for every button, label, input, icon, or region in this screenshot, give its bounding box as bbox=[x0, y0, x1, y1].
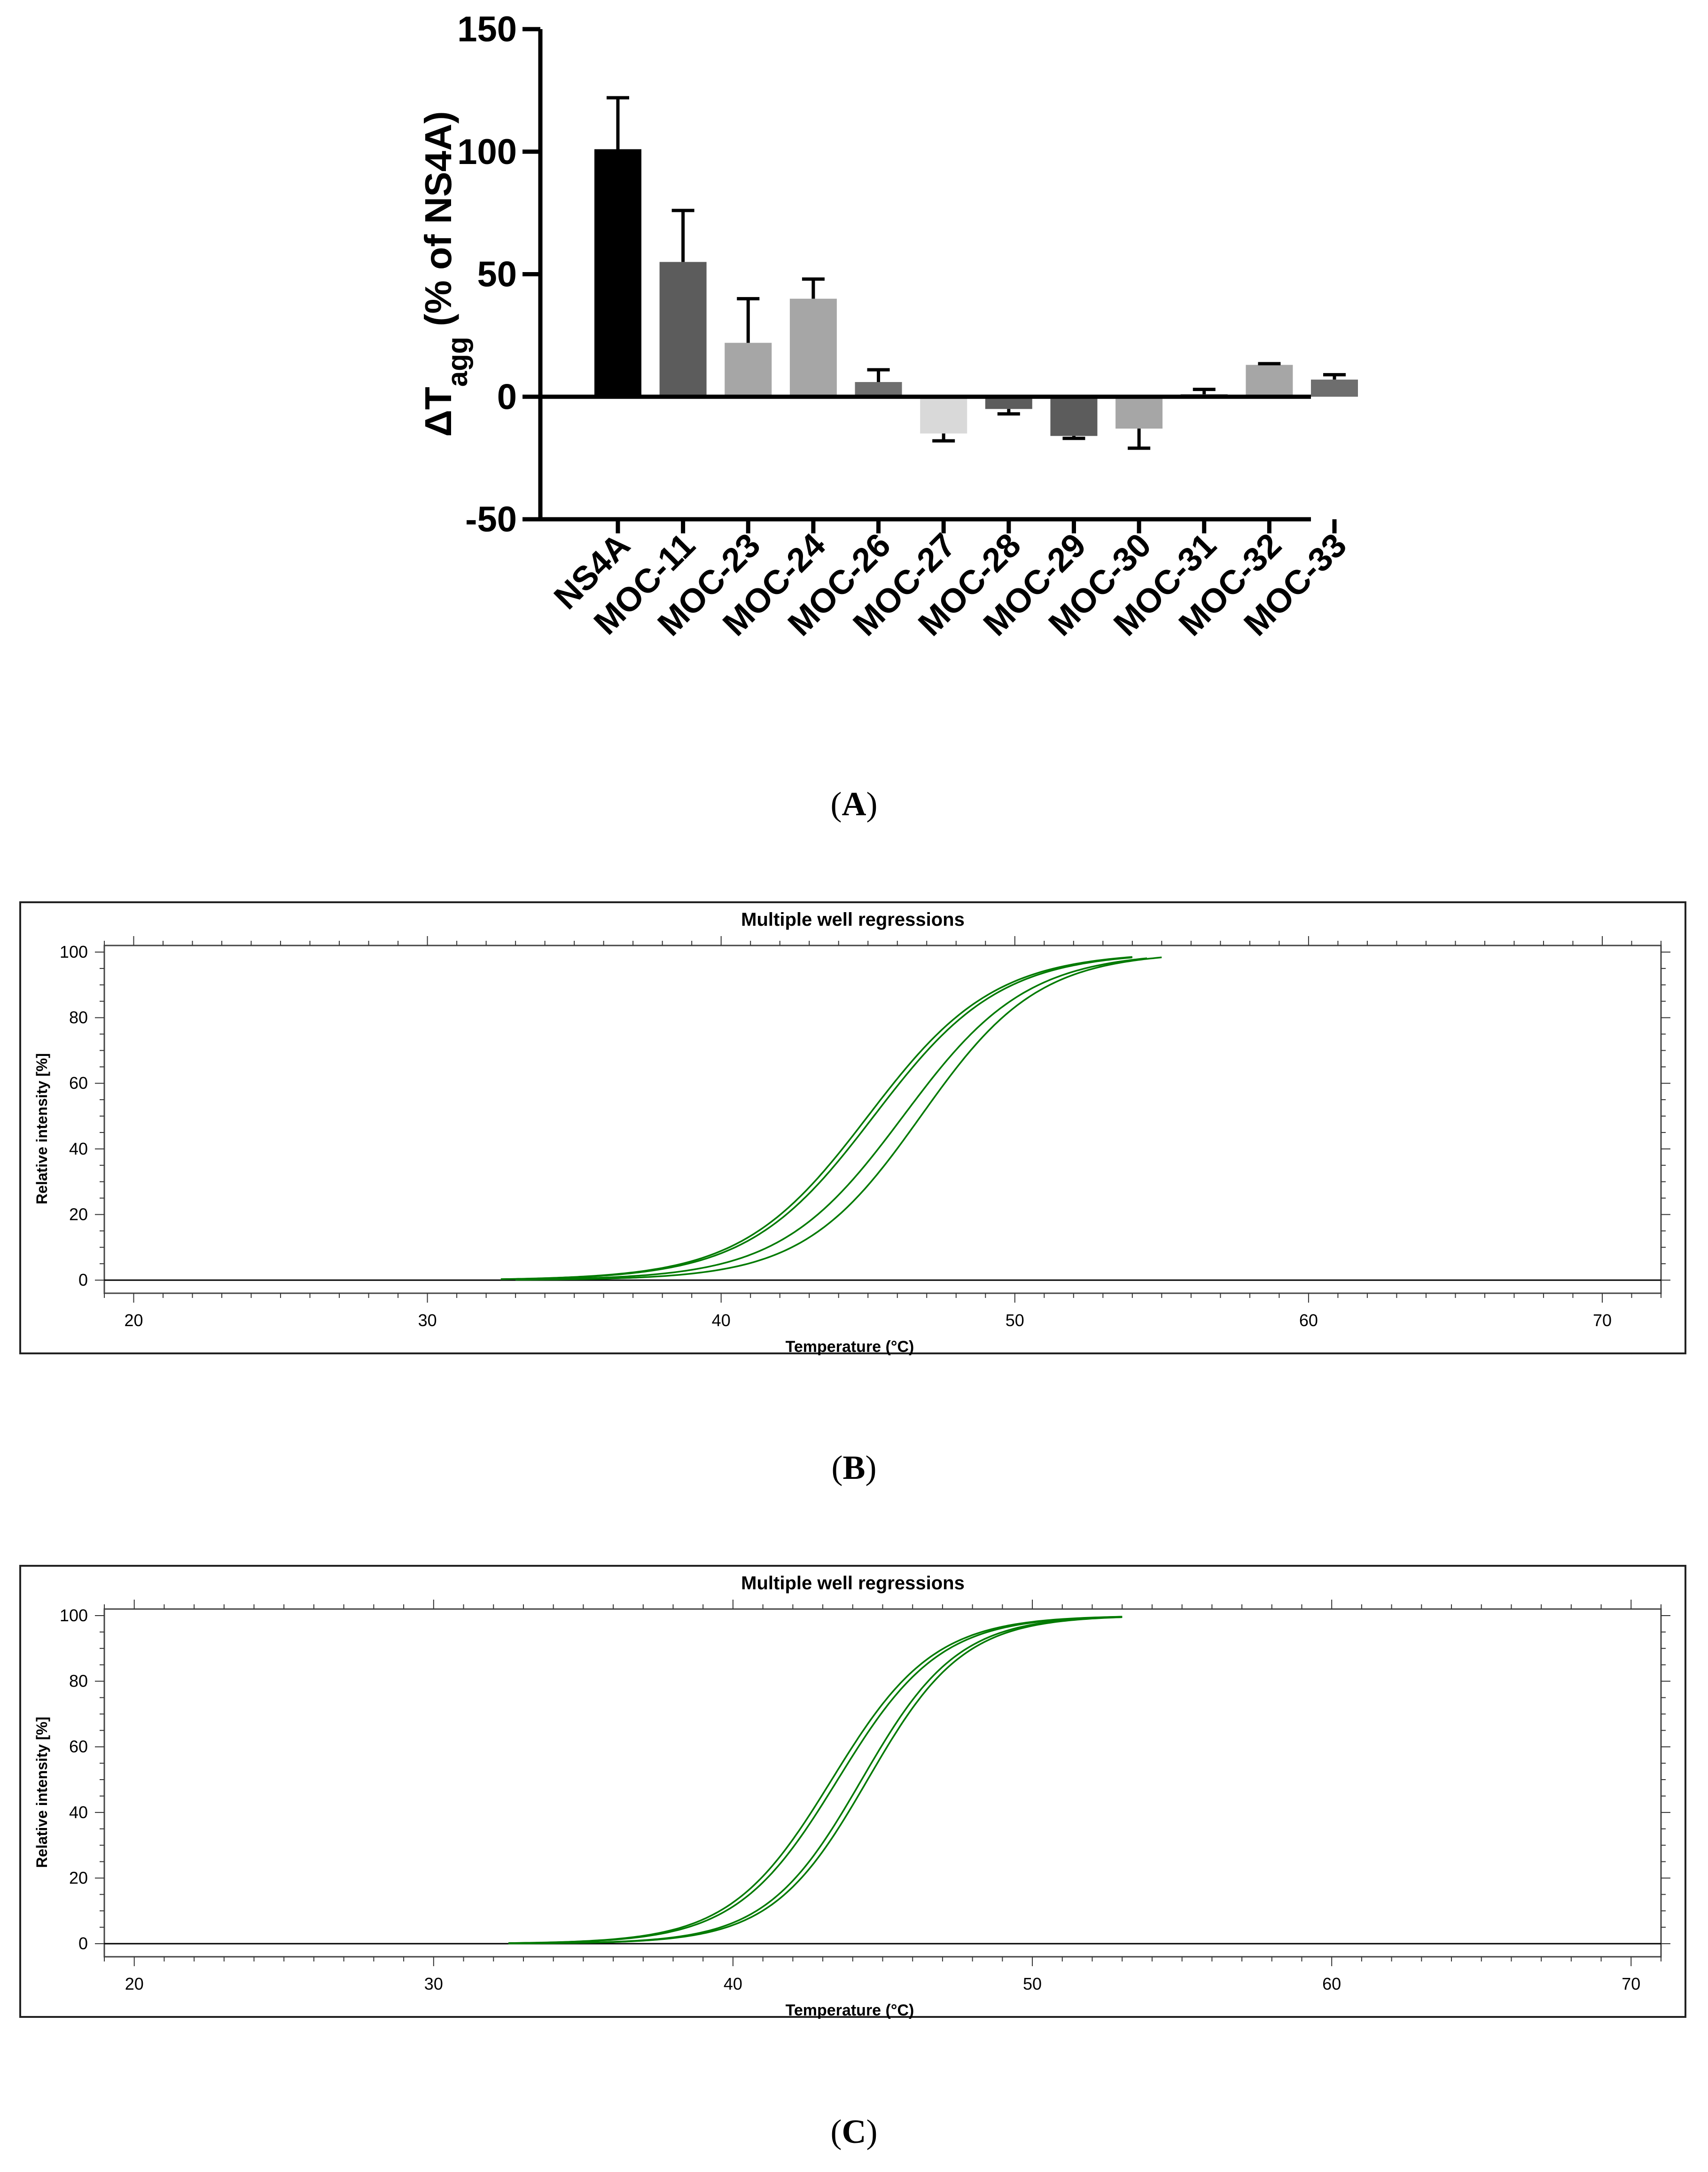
bar-moc-24 bbox=[789, 298, 837, 397]
panel-c-curve-4 bbox=[508, 1616, 1123, 1945]
y-tick-label: 150 bbox=[457, 9, 517, 49]
panel-b-y-tick-label: 20 bbox=[69, 1204, 88, 1224]
panel-c-y-tick-label: 20 bbox=[69, 1868, 88, 1887]
melt-curve-chart-c: Multiple well regressions 20 30 40 50 60 70 0 20… bbox=[19, 1565, 1686, 2019]
y-tick-label: 50 bbox=[477, 255, 517, 295]
panel-c-x-tick-label: 60 bbox=[1322, 1974, 1341, 1993]
panel-c-y-tick-label: 60 bbox=[69, 1737, 88, 1756]
y-tick-label: 0 bbox=[497, 377, 517, 417]
panel-b-curve-2 bbox=[500, 956, 1132, 1280]
bar-moc-29 bbox=[1050, 397, 1098, 436]
panel-c-x-tick-label: 20 bbox=[125, 1974, 144, 1993]
panel-c-x-tick-label: 40 bbox=[724, 1974, 742, 1993]
panel-b-curve-3 bbox=[515, 957, 1147, 1281]
panel-b-y-tick-label: 100 bbox=[60, 942, 88, 961]
panel-b-x-axis-title: Temperature (°C) bbox=[786, 1338, 914, 1356]
panel-b-plot-area bbox=[103, 945, 1662, 1294]
panel-b-x-tick-label: 50 bbox=[1006, 1311, 1024, 1330]
panel-c-y-tick-label: 0 bbox=[78, 1934, 88, 1953]
bar-moc-23 bbox=[725, 343, 772, 397]
bar-moc-33 bbox=[1311, 379, 1358, 397]
panel-a-caption: (A) bbox=[830, 785, 878, 823]
panel-b-x-tick-label: 60 bbox=[1299, 1311, 1318, 1330]
panel-c-frame bbox=[19, 1565, 1686, 2018]
panel-c-x-axis-title: Temperature (°C) bbox=[786, 2001, 914, 2019]
panel-b-y-axis-title: Relative intensity [%] bbox=[33, 1053, 50, 1204]
panel-c-y-axis-title: Relative intensity [%] bbox=[33, 1717, 50, 1868]
panel-c-y-tick-label: 80 bbox=[69, 1672, 88, 1691]
bar-moc-26 bbox=[855, 382, 902, 397]
panel-b-y-tick-label: 0 bbox=[78, 1270, 88, 1289]
panel-b-x-tick-label: 70 bbox=[1593, 1311, 1612, 1330]
bar-moc-11 bbox=[659, 262, 707, 397]
panel-b-y-tick-label: 80 bbox=[69, 1008, 88, 1027]
panel-b-y-tick-label: 60 bbox=[69, 1073, 88, 1093]
y-tick-label: -50 bbox=[465, 500, 517, 539]
panel-b-x-tick-label: 30 bbox=[418, 1311, 437, 1330]
panel-c-curve-2 bbox=[508, 1616, 1123, 1944]
panel-c-x-tick-label: 30 bbox=[424, 1974, 443, 1993]
panel-c-x-tick-label: 50 bbox=[1023, 1974, 1042, 1993]
panel-b-caption: (B) bbox=[831, 1449, 877, 1486]
y-tick-label: 100 bbox=[457, 132, 517, 172]
panel-b-x-tick-label: 40 bbox=[712, 1311, 731, 1330]
y-axis-title: ΔTagg (% of NS4A) bbox=[417, 111, 473, 437]
bar-ns4a bbox=[594, 149, 641, 397]
bar-moc-30 bbox=[1115, 397, 1163, 429]
panel-b-title: Multiple well regressions bbox=[741, 909, 965, 930]
panel-b-curve-4 bbox=[515, 956, 1162, 1281]
panel-c-y-tick-label: 100 bbox=[60, 1606, 88, 1625]
panel-b-frame bbox=[19, 901, 1686, 1354]
bar-chart-delta-tagg: -50050100150NS4AMOC-11MOC-23MOC-24MOC-26… bbox=[417, 9, 1358, 643]
panel-c-caption: (C) bbox=[830, 2113, 878, 2150]
bar-moc-32 bbox=[1246, 365, 1293, 397]
panel-c-title: Multiple well regressions bbox=[741, 1573, 965, 1594]
panel-b-y-tick-label: 40 bbox=[69, 1139, 88, 1158]
panel-b-x-tick-label: 20 bbox=[124, 1311, 143, 1330]
bar-moc-27 bbox=[920, 397, 967, 434]
panel-c-y-tick-label: 40 bbox=[69, 1803, 88, 1822]
panel-c-x-tick-label: 70 bbox=[1622, 1974, 1640, 1993]
melt-curve-chart-b: Multiple well regressions 20 30 40 50 60 70 0 20… bbox=[19, 901, 1686, 1356]
